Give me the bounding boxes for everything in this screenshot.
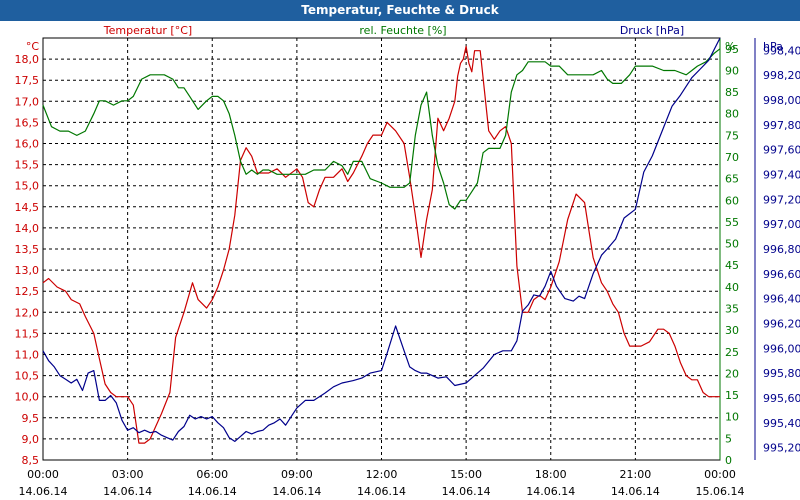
pres-tick-label: 997,40 [763,169,800,182]
line-chart: 00:00 14.06.14 03:00 14.06.14 06:00 14.06.14 0… [0,21,800,500]
pres-tick-label: 998,00 [763,94,800,107]
hum-tick-label: 70 [725,151,739,164]
temp-tick-label: 16,0 [15,138,40,151]
hum-tick-label: 90 [725,64,739,77]
x-tick-time: 06:00 [196,468,228,481]
x-tick-date: 14.06.14 [357,485,406,498]
temp-tick-label: 13,5 [15,243,40,256]
pres-tick-label: 995,60 [763,392,800,405]
temp-tick-label: 13,0 [15,264,40,277]
x-tick-time: 03:00 [112,468,144,481]
pres-tick-label: 996,00 [763,342,800,355]
pres-tick-label: 997,00 [763,218,800,231]
hum-tick-label: 30 [725,324,739,337]
temp-tick-label: 14,5 [15,201,40,214]
temp-tick-label: 15,5 [15,159,40,172]
x-tick-time: 00:00 [27,468,59,481]
temp-tick-label: 14,0 [15,222,40,235]
temp-tick-label: 9,5 [22,412,40,425]
pres-tick-label: 995,80 [763,367,800,380]
pres-tick-label: 996,80 [763,243,800,256]
hum-tick-label: 55 [725,216,739,229]
pres-tick-label: 996,20 [763,317,800,330]
temp-tick-label: 11,5 [15,327,40,340]
hum-tick-label: 45 [725,259,739,272]
x-tick-date: 14.06.14 [611,485,660,498]
x-tick-date: 14.06.14 [272,485,321,498]
x-tick-date: 14.06.14 [442,485,491,498]
hum-tick-label: 40 [725,281,739,294]
x-tick-time: 09:00 [281,468,313,481]
hum-tick-label: 65 [725,173,739,186]
hum-tick-label: 80 [725,108,739,121]
pres-tick-label: 998,20 [763,69,800,82]
hum-tick-label: 10 [725,411,739,424]
pres-tick-label: 995,20 [763,442,800,455]
hum-tick-label: 5 [725,432,732,445]
temp-tick-label: 12,5 [15,285,40,298]
hum-tick-label: 35 [725,303,739,316]
x-tick-date: 14.06.14 [103,485,152,498]
hum-unit-label: % [725,40,735,53]
pres-unit-label: hPa [763,40,783,53]
temp-tick-label: 8,5 [22,454,40,467]
temp-unit-label: °C [26,40,40,53]
pres-tick-label: 997,80 [763,119,800,132]
hum-tick-label: 0 [725,454,732,467]
temp-tick-label: 16,5 [15,116,40,129]
x-tick-date: 14.06.14 [526,485,575,498]
temp-tick-label: 17,0 [15,95,40,108]
legend-feuchte: rel. Feuchte [%] [359,24,446,37]
x-tick-date: 14.06.14 [19,485,68,498]
x-tick-time: 21:00 [620,468,652,481]
hum-tick-label: 50 [725,238,739,251]
hum-tick-label: 20 [725,367,739,380]
x-tick-date: 14.06.14 [188,485,237,498]
hum-tick-label: 85 [725,86,739,99]
pres-tick-label: 996,40 [763,293,800,306]
x-tick-time: 18:00 [535,468,567,481]
legend-temperatur: Temperatur [°C] [103,24,192,37]
grid [43,38,720,460]
temp-tick-label: 10,0 [15,391,40,404]
hum-tick-label: 15 [725,389,739,402]
pres-tick-label: 995,40 [763,417,800,430]
x-tick-time: 15:00 [450,468,482,481]
temp-tick-label: 9,0 [22,433,40,446]
pres-tick-label: 997,60 [763,144,800,157]
hum-tick-label: 25 [725,346,739,359]
x-tick-time: 12:00 [366,468,398,481]
temp-tick-label: 18,0 [15,53,40,66]
pres-tick-label: 997,20 [763,193,800,206]
hum-tick-label: 75 [725,129,739,142]
chart-title: Temperatur, Feuchte & Druck [0,0,800,21]
temp-tick-label: 12,0 [15,306,40,319]
axes-labels: 00:00 14.06.14 03:00 14.06.14 06:00 14.06.14 0… [15,24,800,498]
temp-tick-label: 11,0 [15,349,40,362]
x-tick-date: 15.06.14 [696,485,745,498]
legend-druck: Druck [hPa] [620,24,684,37]
temp-tick-label: 15,0 [15,180,40,193]
chart-window: Temperatur, Feuchte & Druck 00:00 14.06.1… [0,0,800,500]
pres-tick-label: 996,60 [763,268,800,281]
temp-tick-label: 17,5 [15,74,40,87]
temp-tick-label: 10,5 [15,370,40,383]
hum-tick-label: 60 [725,194,739,207]
x-tick-time: 00:00 [704,468,736,481]
